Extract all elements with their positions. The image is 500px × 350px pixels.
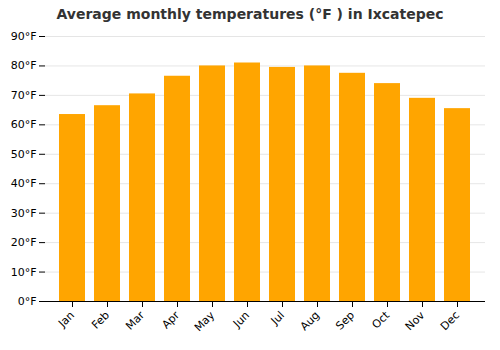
svg-text:Mar: Mar (123, 308, 147, 332)
svg-text:May: May (192, 308, 218, 334)
svg-text:20°F: 20°F (11, 236, 37, 249)
svg-text:Nov: Nov (403, 308, 428, 333)
svg-text:60°F: 60°F (11, 118, 37, 131)
svg-text:Apr: Apr (159, 308, 182, 331)
svg-text:Sep: Sep (333, 309, 357, 333)
svg-text:Oct: Oct (369, 308, 392, 331)
svg-text:30°F: 30°F (11, 207, 37, 220)
svg-text:0°F: 0°F (18, 295, 37, 308)
svg-text:90°F: 90°F (11, 30, 37, 43)
svg-text:10°F: 10°F (11, 266, 37, 279)
svg-text:50°F: 50°F (11, 148, 37, 161)
svg-text:Jun: Jun (230, 309, 252, 331)
svg-text:40°F: 40°F (11, 177, 37, 190)
html-text:Average monthly temperatures (: Average monthly temperatures (°F ) in Ix… (56, 6, 444, 22)
svg-text:Dec: Dec (438, 309, 462, 333)
svg-text:80°F: 80°F (11, 59, 37, 72)
svg-text:Aug: Aug (298, 309, 322, 333)
svg-text:Jan: Jan (55, 309, 77, 331)
svg-text:Jul: Jul (268, 309, 287, 328)
svg-text:Feb: Feb (89, 309, 112, 332)
svg-text:70°F: 70°F (11, 89, 37, 102)
